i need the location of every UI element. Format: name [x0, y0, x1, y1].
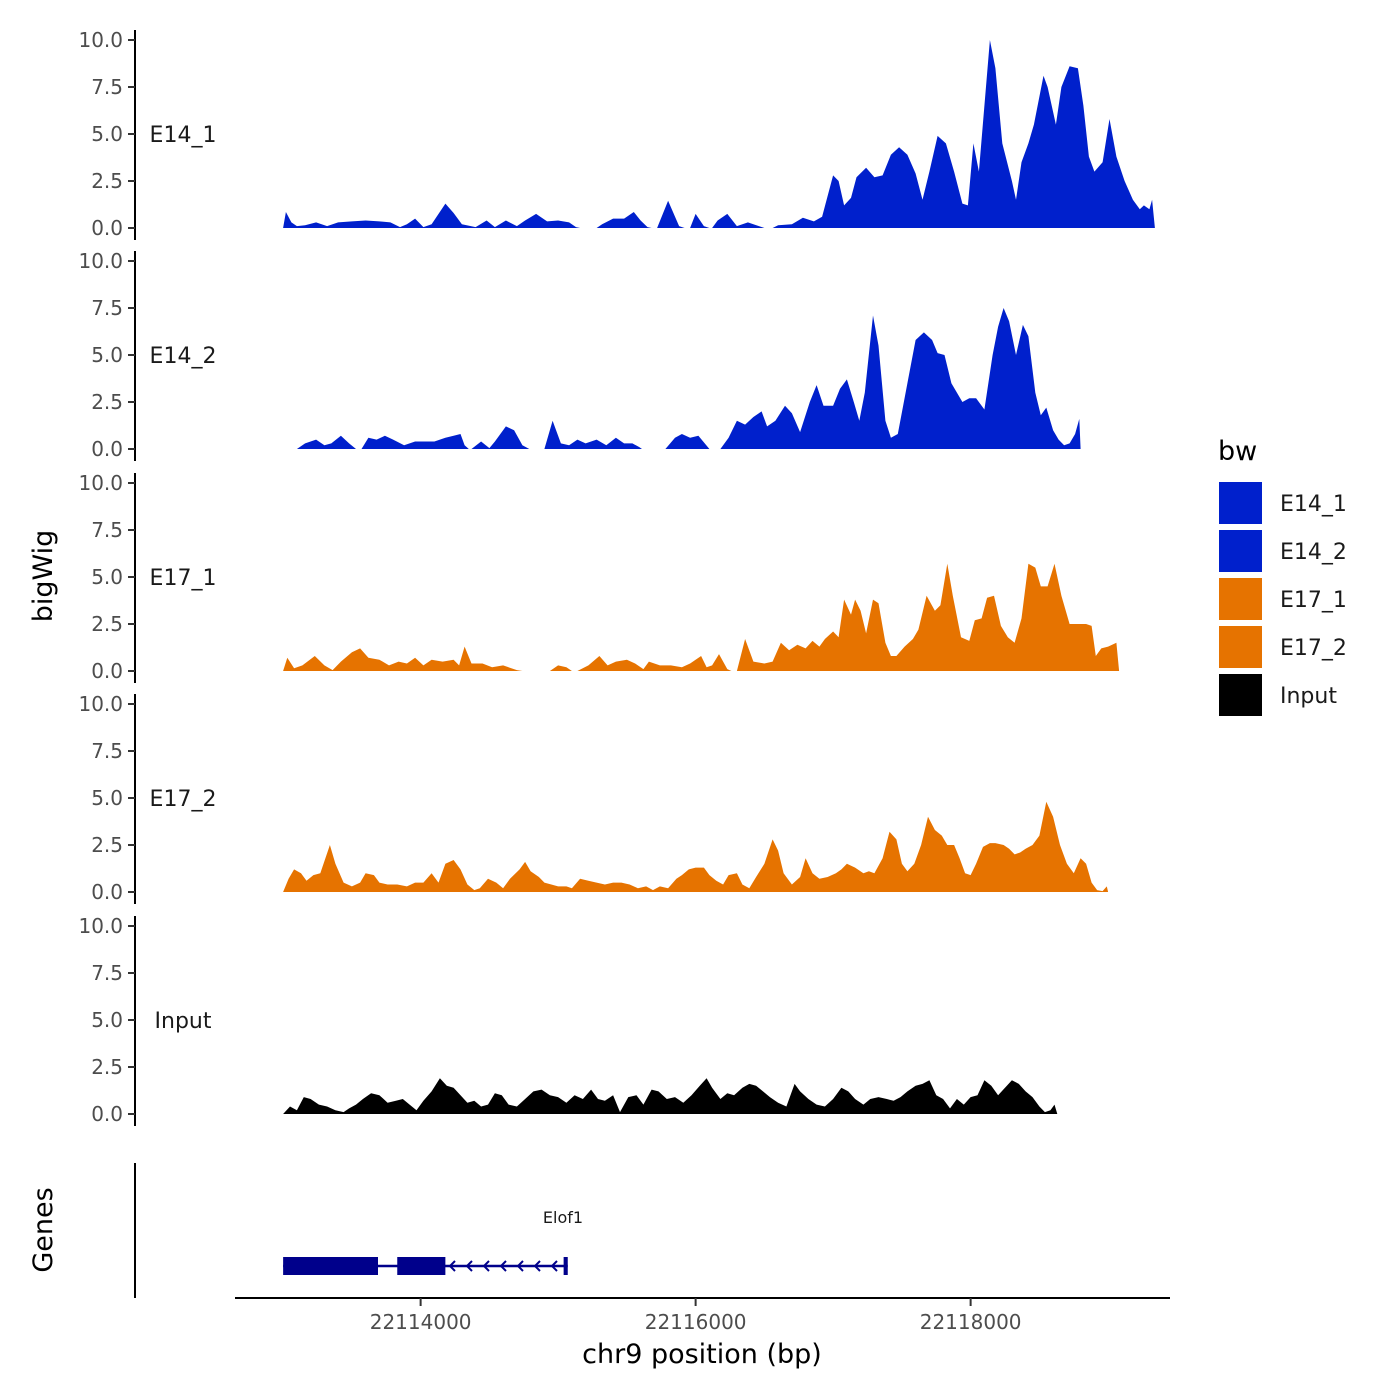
y-tick-label: 2.5 — [91, 169, 123, 193]
strand-arrow — [465, 1260, 473, 1272]
y-tick-label: 7.5 — [91, 296, 123, 320]
track-label: E14_1 — [150, 123, 217, 148]
coverage-area-E17_1 — [283, 563, 1120, 671]
y-tick-label: 10.0 — [78, 471, 123, 495]
legend: bw E14_1 E14_2 E17_1 E17_2 Input — [1217, 436, 1347, 718]
strand-arrow — [448, 1260, 456, 1272]
gene-exon — [397, 1257, 446, 1275]
track-label: E17_1 — [150, 566, 217, 591]
track-panel-E14_2: 0.0 2.5 5.0 7.5 10.0 E14_2 — [78, 249, 1081, 461]
x-tick-label: 22118000 — [920, 1310, 1022, 1334]
y-tick-label: 2.5 — [91, 390, 123, 414]
y-tick-label: 5.0 — [91, 1008, 123, 1032]
track-panel-E14_1: 0.0 2.5 5.0 7.5 10.0 E14_1 — [78, 28, 1155, 240]
strand-arrow — [516, 1260, 524, 1272]
y-tick-label: 0.0 — [91, 659, 123, 683]
y-tick-label: 5.0 — [91, 122, 123, 146]
y-tick-label: 10.0 — [78, 28, 123, 52]
legend-label-E14_1: E14_1 — [1280, 492, 1347, 517]
gene-exon — [563, 1257, 568, 1275]
x-axis: 22114000 22116000 22118000 chr9 position (… — [235, 1297, 1170, 1370]
x-tick-label: 22116000 — [645, 1310, 747, 1334]
x-axis-title: chr9 position (bp) — [582, 1339, 822, 1370]
y-tick-label: 7.5 — [91, 961, 123, 985]
legend-entries: E14_1 E14_2 E17_1 E17_2 Input — [1217, 480, 1347, 718]
gene-name-label: Elof1 — [543, 1208, 583, 1227]
legend-swatch-Input — [1217, 672, 1264, 718]
y-axis-title: bigWig — [28, 530, 59, 623]
track-panel-Input: 0.0 2.5 5.0 7.5 10.0 Input — [78, 914, 1058, 1126]
y-tick-label: 7.5 — [91, 518, 123, 542]
track-panel-E17_2: 0.0 2.5 5.0 7.5 10.0 E17_2 — [78, 692, 1109, 904]
y-tick-label: 0.0 — [91, 437, 123, 461]
y-tick-label: 5.0 — [91, 343, 123, 367]
strand-arrow — [550, 1260, 558, 1272]
strand-arrow — [482, 1260, 490, 1272]
legend-swatch-E17_1 — [1217, 576, 1264, 622]
y-tick-label: 10.0 — [78, 249, 123, 273]
x-ticks: 22114000 22116000 22118000 — [370, 1298, 1022, 1334]
y-tick-label: 0.0 — [91, 880, 123, 904]
y-tick-label: 10.0 — [78, 914, 123, 938]
coverage-area-E17_2 — [283, 801, 1109, 892]
track-panels: 0.0 2.5 5.0 7.5 10.0 E14_1 0.0 2.5 5.0 7.5 10.0 E14… — [78, 28, 1155, 1126]
legend-label-E14_2: E14_2 — [1280, 540, 1347, 565]
track-label: E17_2 — [150, 787, 217, 812]
y-tick-label: 2.5 — [91, 1055, 123, 1079]
y-tick-label: 0.0 — [91, 216, 123, 240]
track-label: E14_2 — [150, 344, 217, 369]
legend-title: bw — [1218, 436, 1257, 467]
y-tick-label: 7.5 — [91, 739, 123, 763]
track-label: Input — [155, 1009, 212, 1034]
y-tick-label: 7.5 — [91, 75, 123, 99]
strand-arrow — [499, 1260, 507, 1272]
y-tick-label: 5.0 — [91, 786, 123, 810]
legend-label-Input: Input — [1280, 684, 1337, 709]
y-tick-label: 0.0 — [91, 1102, 123, 1126]
strand-arrow — [533, 1260, 541, 1272]
legend-label-E17_2: E17_2 — [1280, 636, 1347, 661]
coverage-area-E14_2 — [296, 308, 1081, 449]
y-tick-label: 2.5 — [91, 612, 123, 636]
x-tick-label: 22114000 — [370, 1310, 472, 1334]
track-panel-E17_1: 0.0 2.5 5.0 7.5 10.0 E17_1 — [78, 471, 1120, 683]
y-tick-label: 10.0 — [78, 692, 123, 716]
genes-track-label: Genes — [28, 1187, 59, 1272]
coverage-area-E14_1 — [283, 40, 1155, 228]
gene-exon — [283, 1257, 378, 1275]
legend-swatch-E17_2 — [1217, 624, 1264, 670]
legend-swatch-E14_2 — [1217, 528, 1264, 574]
legend-swatch-E14_1 — [1217, 480, 1264, 526]
y-tick-label: 2.5 — [91, 833, 123, 857]
legend-label-E17_1: E17_1 — [1280, 588, 1347, 613]
genes-panel: Genes Elof1 — [28, 1163, 583, 1298]
coverage-area-Input — [283, 1078, 1058, 1114]
gene-model — [283, 1257, 568, 1275]
y-tick-label: 5.0 — [91, 565, 123, 589]
